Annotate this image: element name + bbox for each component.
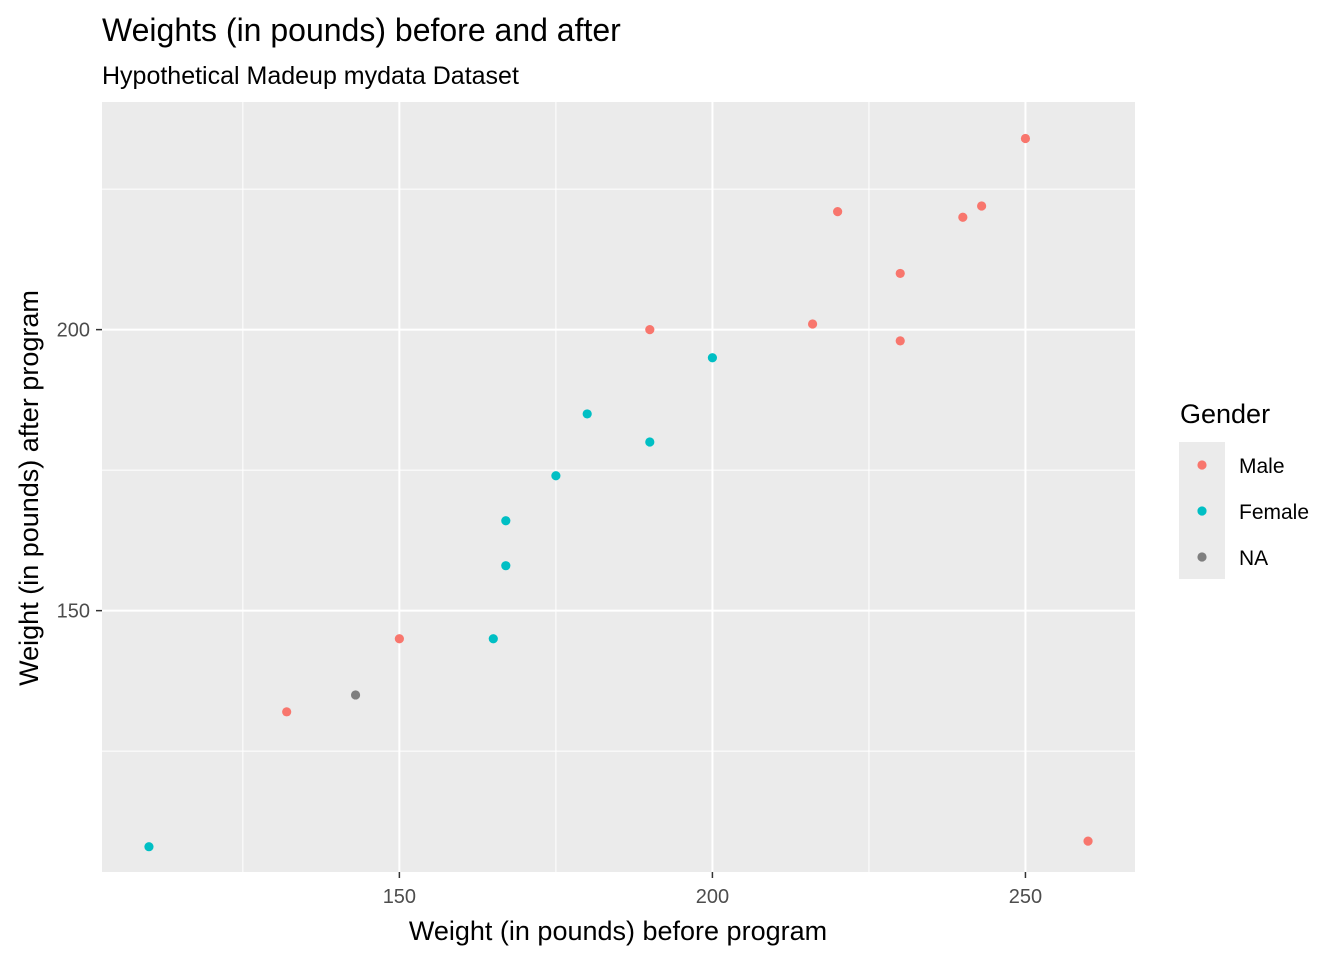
point-male: [958, 212, 968, 222]
legend-key-na: [1197, 552, 1207, 562]
point-female: [582, 409, 592, 419]
point-female: [645, 437, 655, 447]
x-axis-title: Weight (in pounds) before program: [409, 916, 827, 946]
point-na: [350, 690, 361, 700]
y-tick-label: 200: [57, 320, 90, 342]
x-tick-label: 200: [696, 886, 729, 908]
point-male: [645, 325, 655, 335]
axis-ticks: [96, 328, 1027, 878]
y-tick-label: 150: [57, 601, 90, 623]
legend-title: Gender: [1180, 399, 1270, 429]
point-male: [833, 206, 843, 217]
legend-key-male: [1197, 460, 1207, 470]
legend-label-female: Female: [1239, 501, 1309, 524]
point-male: [895, 268, 905, 279]
legend-label-male: Male: [1239, 455, 1285, 478]
point-male: [895, 336, 905, 346]
y-axis-title: Weight (in pounds) after program: [14, 290, 44, 686]
point-female: [551, 471, 561, 481]
point-male: [977, 201, 987, 211]
legend-key-female: [1197, 506, 1207, 516]
point-female: [501, 516, 511, 526]
chart-title: Weights (in pounds) before and after: [102, 12, 621, 48]
point-female: [707, 353, 718, 363]
legend-label-na: NA: [1239, 547, 1268, 570]
x-tick-label: 150: [383, 886, 416, 908]
legend: Gender Male Female NA: [1179, 399, 1309, 579]
point-female: [144, 842, 154, 852]
chart-subtitle: Hypothetical Madeup mydata Dataset: [102, 62, 519, 90]
plot-panel: [102, 102, 1135, 872]
point-male: [394, 634, 404, 644]
minor-gridlines: [102, 102, 1135, 872]
point-female: [488, 634, 498, 644]
data-points: [144, 133, 1093, 852]
point-male: [807, 319, 818, 329]
x-tick-label: 250: [1009, 886, 1042, 908]
point-male: [1083, 836, 1093, 846]
point-male: [282, 707, 292, 717]
major-gridlines: [102, 102, 1135, 872]
legend-items: Male Female NA: [1197, 455, 1309, 570]
tick-labels: 150 200 250 150 200: [57, 320, 1043, 908]
point-male: [1020, 133, 1031, 144]
point-female: [501, 561, 511, 571]
